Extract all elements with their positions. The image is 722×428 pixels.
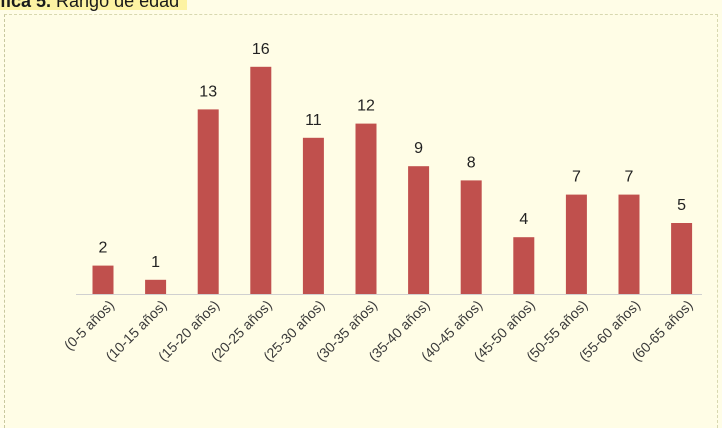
bar-9: [565, 194, 587, 294]
bar-8: [513, 237, 535, 294]
figure-caption-number: fica 5.: [0, 0, 52, 11]
data-label-3: 16: [252, 41, 270, 58]
data-labels-group: 2 1 13 16 11 12 9 8 4 7 7 5: [99, 41, 687, 271]
data-label-0: 2: [99, 240, 108, 257]
bar-6: [408, 166, 430, 294]
data-label-9: 7: [572, 169, 581, 186]
x-tick-label-0: (0-5 años): [61, 297, 117, 353]
data-label-2: 13: [199, 83, 217, 100]
data-label-5: 12: [357, 98, 375, 115]
bar-1: [145, 279, 167, 294]
data-label-8: 4: [519, 211, 528, 228]
data-label-6: 9: [414, 140, 423, 157]
bar-10: [618, 194, 640, 294]
data-label-4: 11: [305, 112, 322, 129]
bar-7: [460, 180, 482, 294]
bar-3: [250, 66, 272, 294]
bar-2: [197, 109, 219, 295]
data-label-1: 1: [151, 254, 160, 271]
data-label-10: 7: [625, 169, 634, 186]
data-label-11: 5: [677, 197, 686, 214]
bar-4: [302, 137, 324, 294]
figure-caption-text: Rango de edad: [51, 0, 180, 11]
bar-0: [92, 265, 114, 294]
bar-11: [671, 223, 693, 294]
x-tick-labels-group: (0-5 años)(10-15 años)(15-20 años)(20-25…: [61, 297, 696, 364]
data-label-7: 8: [467, 154, 476, 171]
bars-group: [92, 66, 693, 295]
bar-5: [355, 123, 377, 294]
figure-caption: fica 5. Rango de edad: [0, 0, 188, 11]
